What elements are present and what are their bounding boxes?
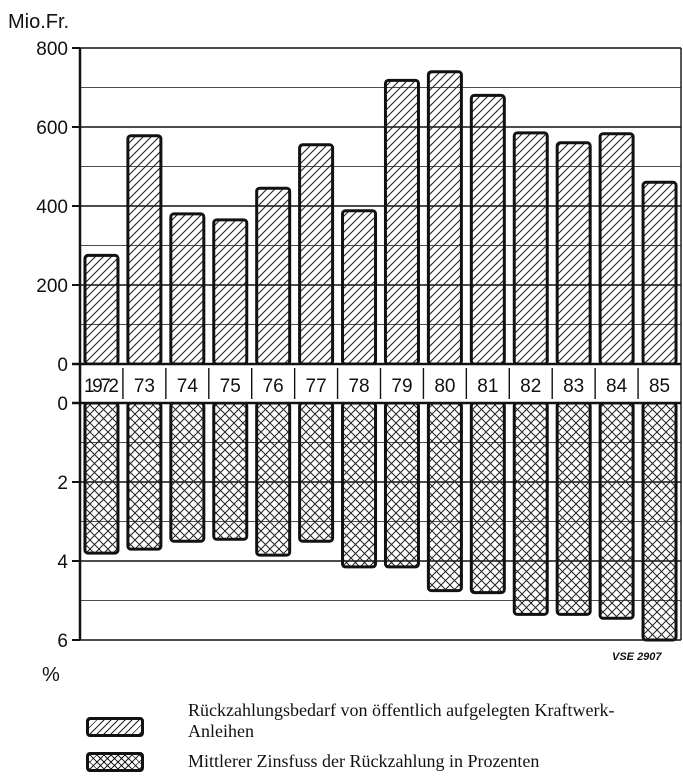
legend-label-repayment: Rückzahlungsbedarf von öffentlich aufgel… <box>188 700 615 741</box>
bar-repayment-81 <box>469 93 506 366</box>
tick-label-top-800: 800 <box>36 39 68 60</box>
bar-repayment-82 <box>512 131 549 366</box>
category-label-81: 81 <box>477 376 498 397</box>
bar-repayment-84 <box>598 132 635 366</box>
category-label-77: 77 <box>306 376 327 397</box>
source-code: VSE 2907 <box>612 651 662 663</box>
bar-repayment-80 <box>426 70 463 366</box>
category-label-83: 83 <box>563 376 584 397</box>
bar-repayment-77 <box>298 143 335 366</box>
category-label-79: 79 <box>391 376 412 397</box>
bar-chart: Mio.Fr. % 1972 73 74 75 76 77 78 79 80 81 82 83 84 85… <box>8 11 682 686</box>
bar-repayment-75 <box>212 218 249 366</box>
bottom-bars <box>83 401 678 642</box>
bar-interest-76 <box>255 401 292 557</box>
top-axis-unit: Mio.Fr. <box>8 11 69 33</box>
bar-repayment-1972 <box>83 253 120 366</box>
category-label-80: 80 <box>434 376 455 397</box>
category-band: 1972 73 74 75 76 77 78 79 80 81 82 83 84 85 <box>80 364 681 403</box>
bar-repayment-78 <box>341 209 378 366</box>
bar-repayment-73 <box>126 134 163 366</box>
bar-interest-1972 <box>83 401 120 555</box>
bar-interest-82 <box>512 401 549 616</box>
bar-repayment-79 <box>383 78 420 366</box>
bar-interest-80 <box>426 401 463 593</box>
category-label-73: 73 <box>134 376 155 397</box>
legend-swatch-diagonal <box>86 717 144 737</box>
bar-interest-78 <box>341 401 378 569</box>
category-label-76: 76 <box>263 376 284 397</box>
tick-label-top-0: 0 <box>57 355 68 376</box>
category-label-74: 74 <box>177 376 199 397</box>
tick-label-bottom-6: 6 <box>57 631 68 652</box>
top-bars <box>83 70 678 366</box>
bar-repayment-76 <box>255 186 292 366</box>
bar-interest-75 <box>212 401 249 541</box>
legend-label-interest: Mittlerer Zinsfuss der Rückzahlung in Pr… <box>188 751 540 771</box>
bottom-axis-unit: % <box>42 664 60 686</box>
tick-label-top-400: 400 <box>36 197 68 218</box>
bar-interest-81 <box>469 401 506 595</box>
legend-item-repayment: Rückzahlungsbedarf von öffentlich aufgel… <box>86 700 676 742</box>
tick-label-bottom-0: 0 <box>57 394 68 415</box>
category-label-85: 85 <box>649 376 670 397</box>
tick-label-top-600: 600 <box>36 118 68 139</box>
bar-interest-73 <box>126 401 163 551</box>
tick-label-bottom-4: 4 <box>57 552 68 573</box>
tick-label-top-200: 200 <box>36 276 68 297</box>
legend-item-interest: Mittlerer Zinsfuss der Rückzahlung in Pr… <box>86 751 676 772</box>
category-label-78: 78 <box>348 376 369 397</box>
legend-swatch-crosshatch <box>86 752 144 772</box>
tick-labels: 800 600 400 200 0 0 2 4 6 <box>36 39 80 652</box>
bar-repayment-85 <box>641 180 678 366</box>
bar-interest-85 <box>641 401 678 642</box>
category-label-82: 82 <box>520 376 541 397</box>
category-label-1972: 1972 <box>84 376 119 397</box>
bar-interest-79 <box>383 401 420 569</box>
bar-interest-74 <box>169 401 206 543</box>
bar-repayment-83 <box>555 141 592 366</box>
bar-interest-77 <box>298 401 335 543</box>
category-label-84: 84 <box>606 376 628 397</box>
bar-interest-83 <box>555 401 592 616</box>
category-label-75: 75 <box>220 376 241 397</box>
bar-repayment-74 <box>169 212 206 366</box>
bar-interest-84 <box>598 401 635 620</box>
axes <box>72 48 682 640</box>
tick-label-bottom-2: 2 <box>57 473 68 494</box>
legend: Rückzahlungsbedarf von öffentlich aufgel… <box>86 700 676 772</box>
